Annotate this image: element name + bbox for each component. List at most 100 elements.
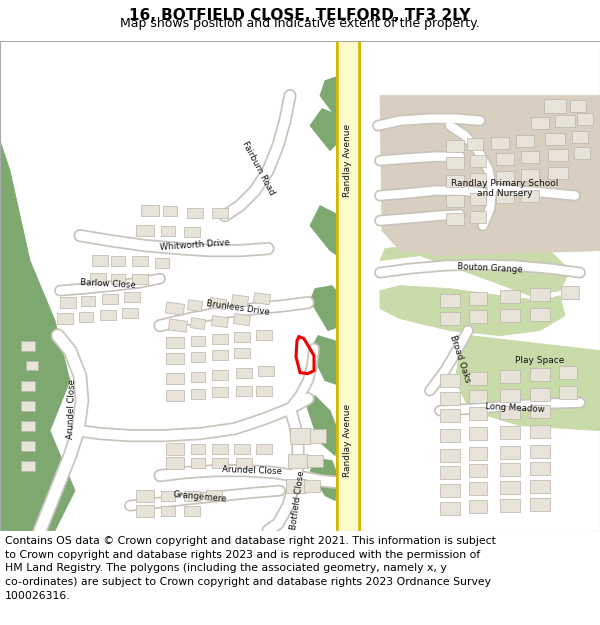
Polygon shape: [380, 96, 600, 256]
Bar: [166, 302, 185, 316]
Bar: [21, 441, 35, 451]
Bar: [212, 444, 228, 454]
Bar: [191, 444, 205, 454]
Bar: [521, 189, 539, 202]
Bar: [236, 458, 252, 468]
Polygon shape: [305, 396, 340, 456]
Bar: [79, 312, 93, 322]
Bar: [310, 429, 326, 442]
Bar: [469, 482, 487, 495]
Bar: [531, 117, 549, 129]
Bar: [496, 171, 514, 182]
Bar: [132, 256, 148, 266]
Bar: [234, 332, 250, 342]
Bar: [500, 463, 520, 476]
Bar: [166, 373, 184, 384]
Bar: [496, 191, 514, 202]
Bar: [211, 316, 229, 328]
Bar: [161, 491, 175, 501]
Bar: [163, 206, 177, 216]
Bar: [500, 290, 520, 303]
Bar: [191, 389, 205, 399]
Bar: [26, 361, 38, 370]
Bar: [469, 500, 487, 513]
Bar: [574, 147, 590, 159]
Bar: [100, 309, 116, 319]
Bar: [548, 149, 568, 161]
Text: Fairburn Road: Fairburn Road: [240, 140, 276, 197]
Bar: [548, 167, 568, 179]
Bar: [544, 99, 566, 112]
Bar: [187, 208, 203, 217]
Bar: [570, 99, 586, 112]
Bar: [253, 292, 271, 305]
Polygon shape: [310, 206, 350, 261]
Bar: [212, 369, 228, 379]
Text: Whitworth Drive: Whitworth Drive: [160, 238, 230, 251]
Bar: [212, 349, 228, 359]
Text: Botfield Close: Botfield Close: [289, 471, 307, 531]
Bar: [161, 506, 175, 516]
Bar: [288, 454, 308, 468]
Bar: [136, 225, 154, 236]
Bar: [256, 329, 272, 339]
Bar: [446, 194, 464, 207]
Bar: [469, 372, 487, 385]
Bar: [491, 137, 509, 149]
Bar: [191, 372, 205, 382]
Polygon shape: [310, 336, 345, 386]
Bar: [516, 134, 534, 147]
Bar: [559, 366, 577, 379]
Polygon shape: [320, 76, 360, 116]
Bar: [440, 374, 460, 387]
Bar: [530, 462, 550, 475]
Text: Map shows position and indicative extent of the property.: Map shows position and indicative extent…: [120, 18, 480, 30]
Bar: [111, 256, 125, 266]
Bar: [577, 112, 593, 124]
Bar: [446, 139, 464, 152]
Bar: [500, 309, 520, 322]
Bar: [440, 312, 460, 325]
Text: Bouton Grange: Bouton Grange: [457, 262, 523, 275]
Bar: [187, 300, 203, 311]
Bar: [234, 348, 250, 358]
Bar: [440, 502, 460, 515]
Polygon shape: [380, 286, 565, 336]
Bar: [234, 444, 250, 454]
Bar: [212, 334, 228, 344]
Bar: [124, 292, 140, 302]
Bar: [469, 310, 487, 323]
Bar: [212, 387, 228, 397]
Bar: [470, 173, 486, 184]
Bar: [307, 454, 323, 467]
Bar: [530, 368, 550, 381]
Bar: [572, 131, 588, 142]
Text: Arundel Close: Arundel Close: [222, 465, 282, 476]
Bar: [21, 421, 35, 431]
Text: Randlay Avenue: Randlay Avenue: [343, 124, 352, 198]
Bar: [102, 294, 118, 304]
Bar: [440, 409, 460, 422]
Bar: [561, 286, 579, 299]
Bar: [166, 337, 184, 348]
Polygon shape: [455, 336, 600, 431]
Bar: [530, 480, 550, 493]
Bar: [166, 457, 184, 469]
Bar: [446, 174, 464, 187]
Bar: [161, 226, 175, 236]
Bar: [496, 152, 514, 164]
Bar: [530, 445, 550, 458]
Bar: [256, 386, 272, 396]
Bar: [545, 132, 565, 144]
Bar: [530, 388, 550, 401]
Bar: [233, 314, 251, 326]
Text: Arundel Close: Arundel Close: [67, 379, 77, 439]
Bar: [440, 449, 460, 462]
Bar: [440, 294, 460, 307]
Polygon shape: [380, 236, 570, 296]
Bar: [530, 308, 550, 321]
Bar: [440, 392, 460, 405]
Bar: [521, 169, 539, 181]
Bar: [446, 157, 464, 169]
Bar: [111, 274, 125, 284]
